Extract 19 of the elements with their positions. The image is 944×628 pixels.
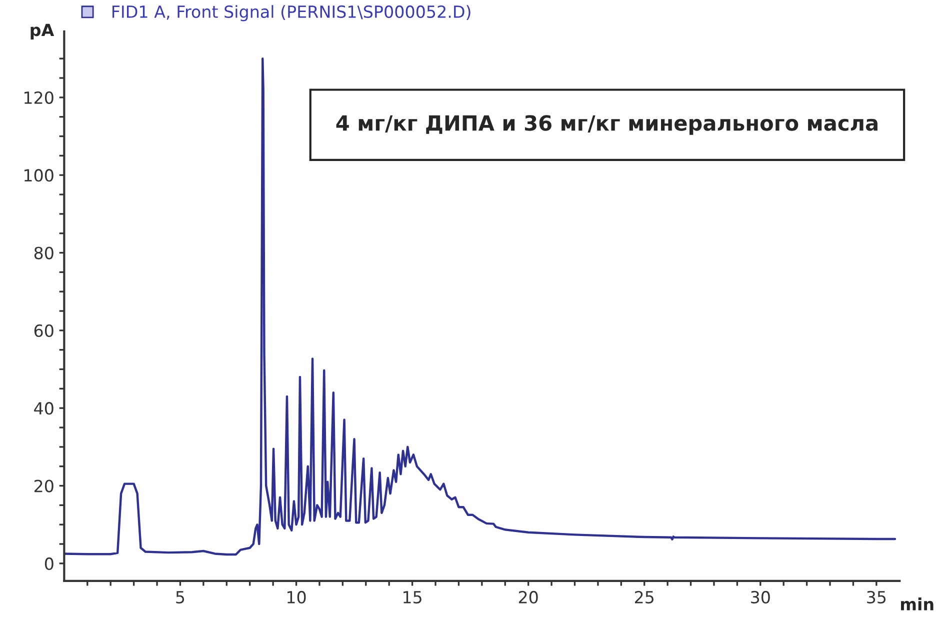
y-tick-label: 80 [34,246,54,260]
x-tick-label: 35 [867,590,886,604]
x-axis-title: min [901,598,934,610]
x-tick-label: 5 [176,591,184,604]
y-tick-label: 0 [44,557,54,570]
legend-label: FID1 A, Front Signal (PERNIS1\SP000052.D) [112,5,470,22]
y-axis-title: pA [30,24,54,40]
y-tick-label: 40 [34,402,54,415]
y-tick-label: 100 [24,169,54,182]
x-tick-label: 10 [287,590,306,604]
x-tick-label: 25 [634,590,654,604]
x-tick-label: 15 [404,591,422,604]
line-series [64,57,896,556]
y-tick-label: 20 [34,480,54,492]
y-tick-label: 120 [24,91,54,104]
annotation: 4 мг/кг ДИПА и 36 мг/кг минерального масла [336,115,878,135]
y-tick-label: 60 [34,324,54,337]
x-tick-label: 30 [751,590,770,604]
x-tick-label: 20 [518,590,538,604]
